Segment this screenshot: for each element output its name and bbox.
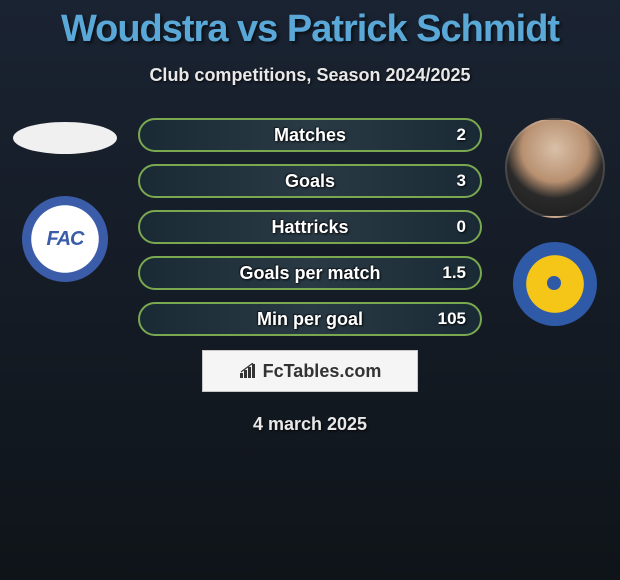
date-text: 4 march 2025 <box>0 414 620 435</box>
stat-value: 3 <box>457 171 466 191</box>
stat-label: Goals <box>140 171 480 192</box>
player2-avatar <box>505 118 605 218</box>
stats-area: FAC Matches 2 Goals 3 Hattricks 0 Goals … <box>0 118 620 336</box>
brand-badge: FcTables.com <box>202 350 418 392</box>
stat-label: Hattricks <box>140 217 480 238</box>
player2-club-logo <box>513 242 597 326</box>
subtitle: Club competitions, Season 2024/2025 <box>0 65 620 86</box>
stat-value: 2 <box>457 125 466 145</box>
player1-column: FAC <box>10 118 120 282</box>
brand-text: FcTables.com <box>263 361 382 382</box>
stat-row-min-per-goal: Min per goal 105 <box>138 302 482 336</box>
stat-row-goals-per-match: Goals per match 1.5 <box>138 256 482 290</box>
stat-value: 105 <box>438 309 466 329</box>
stat-label: Min per goal <box>140 309 480 330</box>
stat-bars: Matches 2 Goals 3 Hattricks 0 Goals per … <box>138 118 482 336</box>
player1-avatar <box>13 122 117 154</box>
stat-row-hattricks: Hattricks 0 <box>138 210 482 244</box>
player2-column <box>500 118 610 326</box>
stat-value: 1.5 <box>442 263 466 283</box>
stat-row-goals: Goals 3 <box>138 164 482 198</box>
stat-label: Goals per match <box>140 263 480 284</box>
club1-text: FAC <box>47 228 84 251</box>
stat-label: Matches <box>140 125 480 146</box>
club2-emblem <box>535 264 575 304</box>
chart-icon <box>239 363 259 379</box>
player1-club-logo: FAC <box>22 196 108 282</box>
stat-value: 0 <box>457 217 466 237</box>
page-title: Woudstra vs Patrick Schmidt <box>0 0 620 51</box>
stat-row-matches: Matches 2 <box>138 118 482 152</box>
